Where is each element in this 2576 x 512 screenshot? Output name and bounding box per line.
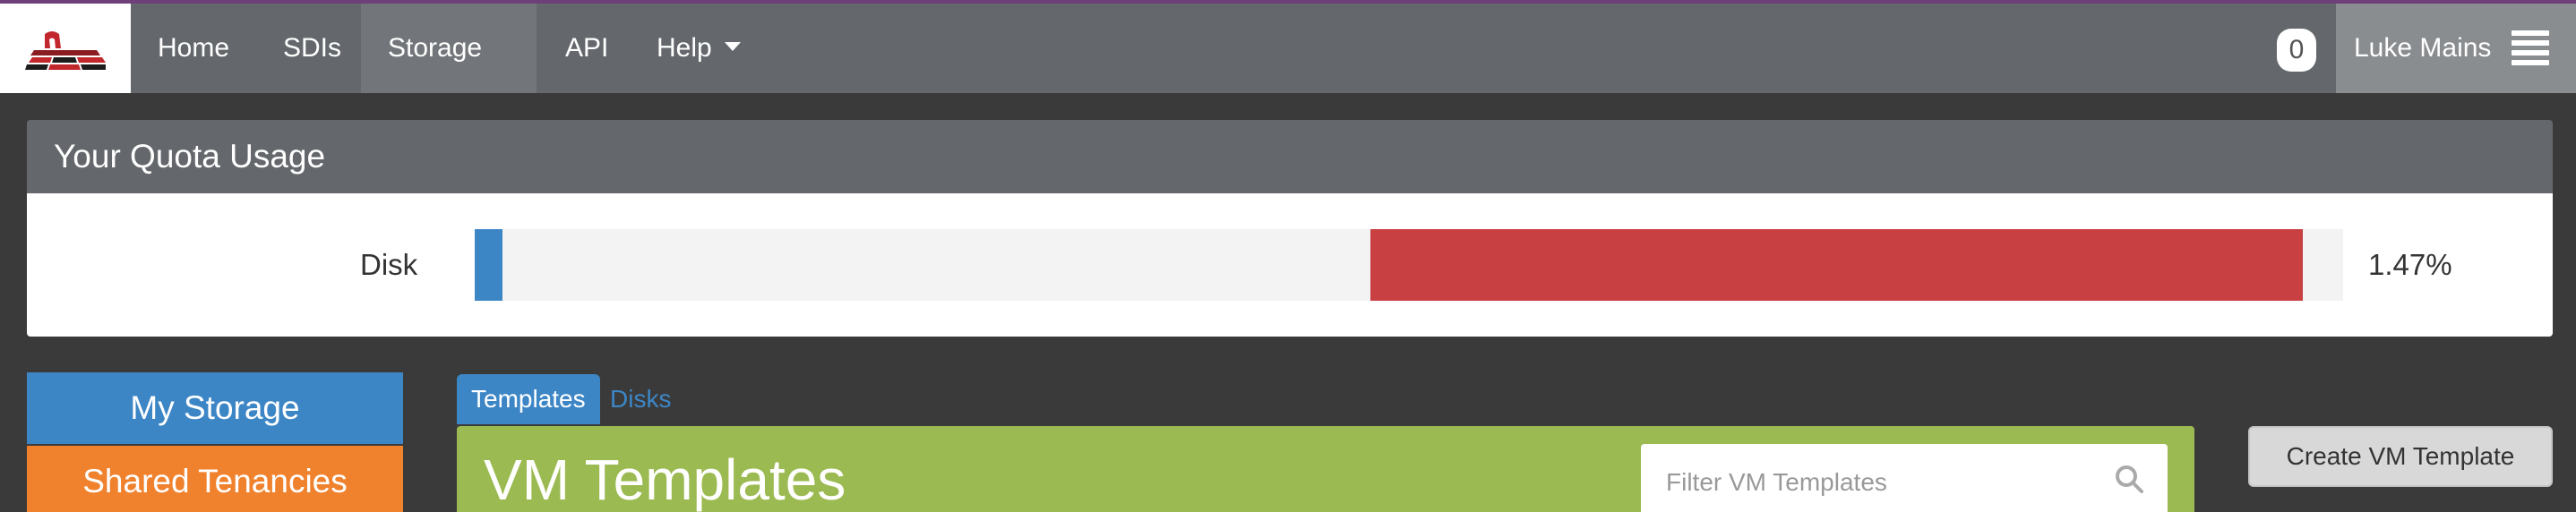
filter-vm-templates-input[interactable] — [1641, 444, 2089, 512]
nav-sdis[interactable]: SDIs — [256, 4, 368, 93]
vm-templates-panel: VM Templates — [457, 426, 2194, 512]
shared-tenancies-button[interactable]: Shared Tenancies — [27, 446, 403, 512]
user-menu[interactable]: Luke Mains — [2336, 4, 2576, 93]
my-storage-button[interactable]: My Storage — [27, 372, 403, 444]
disk-quota-percent: 1.47% — [2368, 248, 2452, 281]
disk-used-fill — [475, 229, 502, 301]
quota-panel-body: Disk 1.47% — [27, 193, 2553, 337]
nav-help-label: Help — [657, 33, 712, 63]
logo-icon — [25, 31, 106, 70]
filter-box — [1641, 444, 2168, 512]
quota-panel-header: Your Quota Usage — [27, 120, 2553, 193]
nav-home[interactable]: Home — [131, 4, 256, 93]
nav-home-label: Home — [158, 33, 230, 63]
disk-quota-bar — [475, 229, 2343, 301]
panel-title: VM Templates — [484, 448, 846, 512]
quota-title: Your Quota Usage — [54, 138, 326, 175]
top-navbar: Home SDIs Storage API Help 0 Luke Mains — [0, 0, 2576, 141]
create-vm-template-button[interactable]: Create VM Template — [2248, 426, 2553, 487]
nav-help-dropdown[interactable]: Help — [630, 4, 768, 93]
hamburger-menu-icon[interactable] — [2512, 30, 2549, 66]
search-icon[interactable] — [2114, 464, 2146, 496]
caret-down-icon — [724, 42, 741, 52]
tab-disks[interactable]: Disks — [610, 385, 672, 413]
nav-storage-label: Storage — [388, 33, 483, 63]
user-name: Luke Mains — [2354, 33, 2492, 63]
nav-api[interactable]: API — [538, 4, 635, 93]
tab-templates[interactable]: Templates — [457, 374, 600, 424]
nav-sdis-label: SDIs — [283, 33, 342, 63]
disk-quota-label: Disk — [360, 248, 418, 281]
notification-badge[interactable]: 0 — [2277, 29, 2316, 72]
brand-logo-link[interactable] — [0, 4, 131, 93]
disk-reserved-fill — [1370, 229, 2303, 301]
nav-storage-dropdown[interactable]: Storage — [361, 4, 537, 141]
nav-api-label: API — [565, 33, 609, 63]
